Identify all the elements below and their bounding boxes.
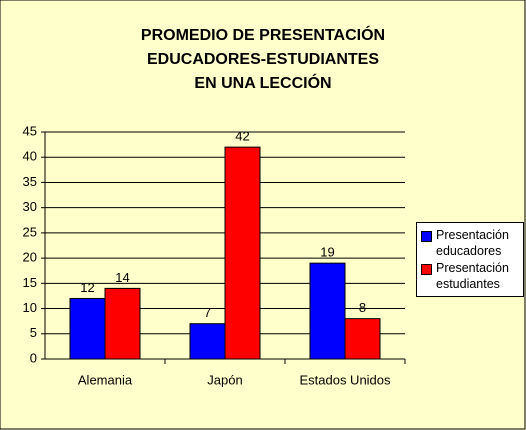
data-label: 8	[359, 300, 366, 315]
data-label: 42	[235, 129, 249, 144]
y-tick-label: 15	[23, 275, 37, 290]
chart-title: PROMEDIO DE PRESENTACIÓN	[141, 25, 385, 44]
y-tick-label: 10	[23, 300, 37, 315]
bar	[344, 318, 381, 360]
bar	[104, 287, 141, 360]
data-label: 7	[204, 305, 211, 320]
chart-title: EN UNA LECCIÓN	[194, 73, 331, 92]
y-tick-label: 40	[23, 149, 37, 164]
y-tick-label: 45	[23, 123, 37, 138]
legend-label: Presentación educadores	[436, 228, 509, 258]
data-label: 14	[115, 270, 129, 285]
x-tick-label: Estados Unidos	[299, 372, 391, 387]
bar	[224, 146, 261, 360]
legend-swatch	[421, 264, 432, 275]
y-tick-label: 20	[23, 250, 37, 265]
legend: Presentación educadores Presentación estu…	[416, 222, 524, 297]
y-tick-label: 35	[23, 174, 37, 189]
legend-item: Presentación educadores	[419, 227, 521, 259]
bar	[309, 262, 346, 360]
y-tick-label: 30	[23, 199, 37, 214]
bar	[69, 297, 106, 360]
data-label: 12	[80, 280, 94, 295]
data-label: 19	[320, 245, 334, 260]
legend-label: Presentación estudiantes	[436, 261, 509, 291]
chart-title: EDUCADORES-ESTUDIANTES	[147, 51, 379, 68]
x-tick-label: Japón	[207, 372, 242, 387]
x-tick-label: Alemania	[78, 372, 133, 387]
y-tick-label: 5	[30, 325, 37, 340]
y-tick-label: 0	[30, 350, 37, 365]
legend-item: Presentación estudiantes	[419, 260, 521, 292]
bar	[189, 323, 226, 360]
legend-swatch	[421, 231, 432, 242]
y-tick-label: 25	[23, 224, 37, 239]
